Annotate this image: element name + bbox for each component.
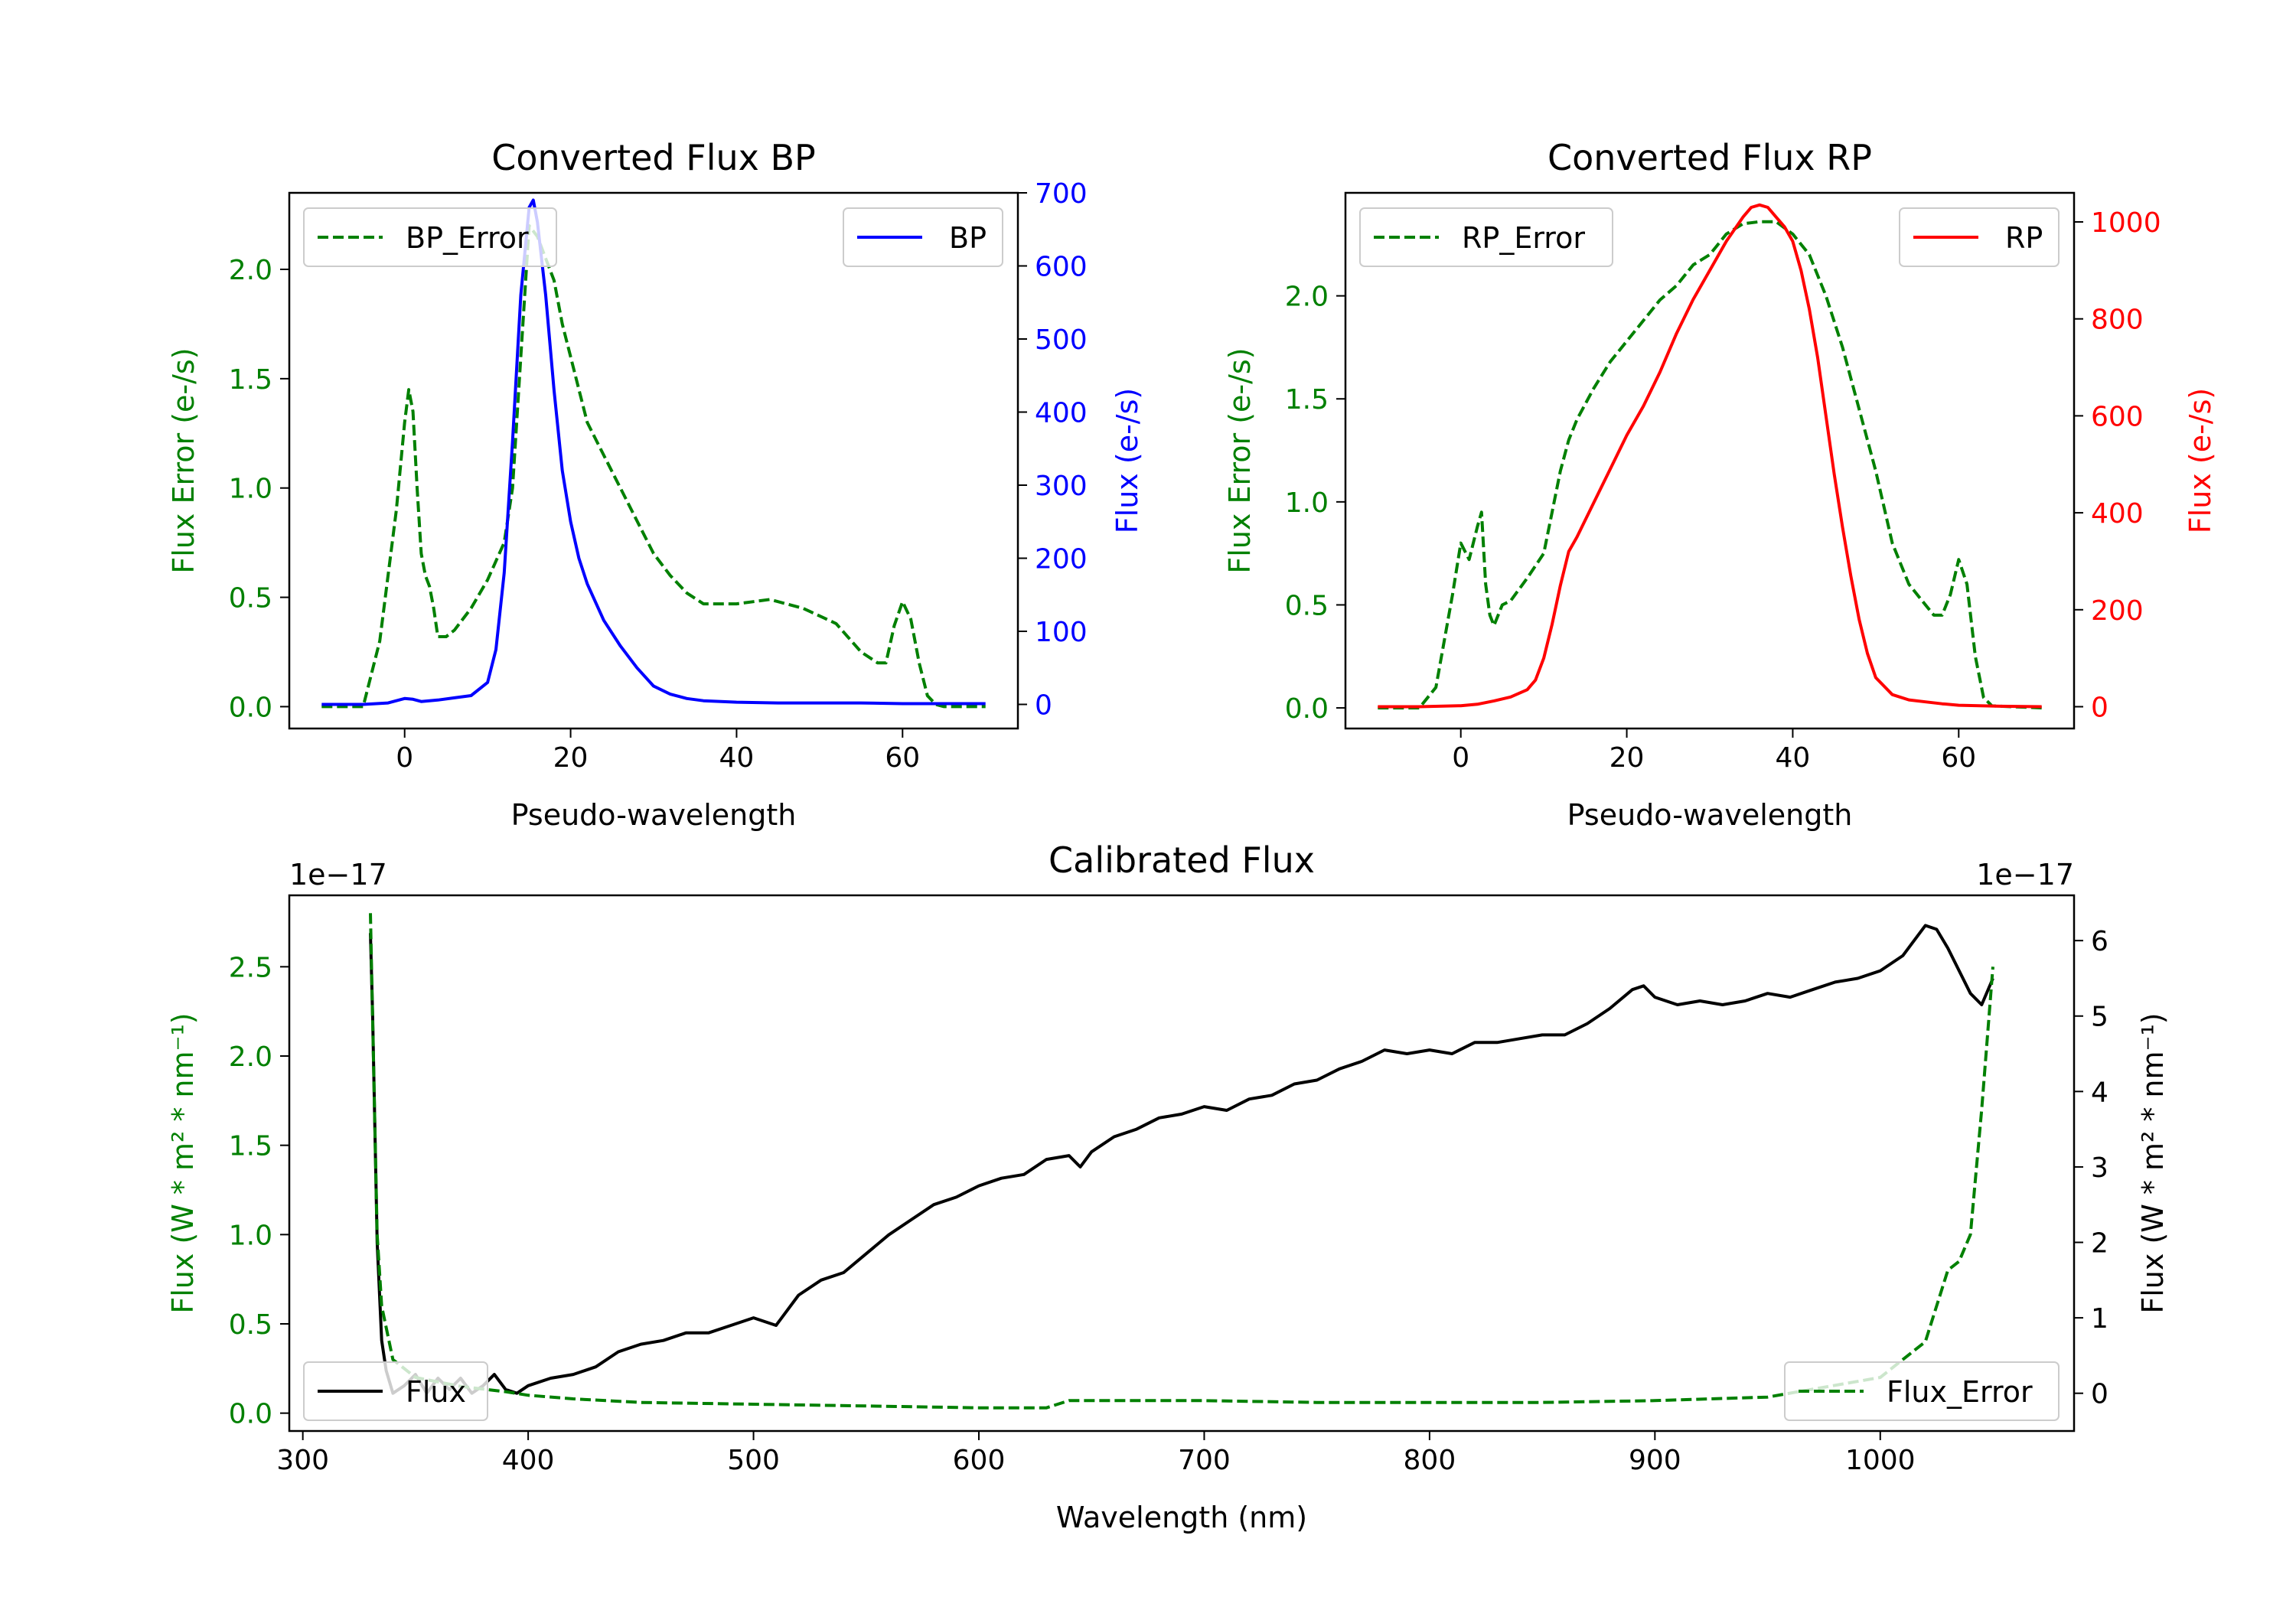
x-tick-label: 800 (1404, 1445, 1456, 1476)
x-tick-label: 700 (1178, 1445, 1231, 1476)
legend-box (1899, 207, 2060, 267)
series-line-rp (1378, 203, 2042, 709)
legend-box (303, 1361, 488, 1421)
offset-label-right: 1e−17 (1976, 858, 2074, 892)
y-axis-label-left: Flux (W * m² * nm⁻¹) (166, 1012, 200, 1313)
x-tick-label: 1000 (1845, 1445, 1916, 1476)
y-left-tick-label: 1.5 (1285, 384, 1329, 416)
x-tick-label: 0 (1452, 742, 1469, 774)
legend-label: RP (2005, 221, 2043, 255)
chart-title: Calibrated Flux (1049, 839, 1315, 881)
panel-converted-flux-rp: Converted Flux RP Pseudo-wavelength Flux… (1223, 137, 2217, 832)
series-line-flux-error (369, 913, 1994, 1410)
y-right-tick-label: 0 (2091, 692, 2108, 723)
x-tick-label: 600 (953, 1445, 1006, 1476)
y-axis-label-left: Flux Error (e-/s) (1223, 347, 1257, 573)
x-tick-label: 500 (727, 1445, 780, 1476)
x-tick-label: 20 (1609, 742, 1645, 774)
legend-label: RP_Error (1462, 221, 1585, 255)
y-right-tick-label: 0 (2091, 1379, 2108, 1410)
x-tick-label: 20 (553, 742, 589, 774)
y-left-tick-label: 1.0 (1285, 487, 1329, 519)
y-left-tick-label: 0.5 (229, 1309, 272, 1341)
legend-right: RP (1899, 207, 2060, 267)
legend-box (303, 207, 557, 267)
y-right-tick-label: 800 (2091, 305, 2144, 336)
y-left-tick-label: 1.0 (229, 474, 272, 505)
y-axis-label-right: Flux (e-/s) (1110, 388, 1144, 533)
x-tick-label: 60 (1941, 742, 1976, 774)
y-right-tick-label: 2 (2091, 1228, 2108, 1260)
y-axis-label-right: Flux (W * m² * nm⁻¹) (2136, 1012, 2170, 1313)
legend-label: Flux (406, 1375, 466, 1409)
legend-box (1784, 1361, 2060, 1421)
y-axis-label-right: Flux (e-/s) (2183, 388, 2217, 533)
y-right-tick-label: 0 (1035, 689, 1052, 721)
y-left-tick-label: 0.0 (1285, 693, 1329, 725)
legend-label: Flux_Error (1887, 1375, 2033, 1409)
y-right-tick-label: 3 (2091, 1152, 2108, 1184)
x-tick-label: 40 (1776, 742, 1811, 774)
y-right-tick-label: 4 (2091, 1077, 2108, 1108)
y-right-tick-label: 600 (1035, 251, 1088, 282)
y-left-tick-label: 1.0 (229, 1220, 272, 1251)
x-axis-label: Pseudo-wavelength (1567, 798, 1853, 832)
y-right-tick-label: 200 (2091, 595, 2144, 627)
series-line-bp-error (321, 223, 986, 709)
y-left-tick-label: 0.5 (1285, 590, 1329, 621)
x-tick-label: 60 (885, 742, 920, 774)
y-right-tick-label: 1000 (2091, 207, 2161, 239)
y-left-tick-label: 2.5 (229, 952, 272, 983)
y-axis-label-left: Flux Error (e-/s) (167, 347, 201, 573)
plot-frame (1344, 191, 2076, 730)
legend-right: BP (843, 207, 1003, 267)
y-left-tick-label: 2.0 (1285, 282, 1329, 313)
y-right-tick-label: 1 (2091, 1303, 2108, 1335)
x-axis-label: Wavelength (nm) (1056, 1501, 1307, 1534)
y-right-tick-label: 600 (2091, 401, 2144, 432)
legend-box (843, 207, 1003, 267)
y-right-tick-label: 500 (1035, 324, 1088, 356)
y-right-tick-label: 200 (1035, 543, 1088, 575)
y-right-tick-label: 700 (1035, 178, 1088, 210)
y-left-tick-label: 1.5 (229, 364, 272, 396)
y-right-tick-label: 400 (1035, 397, 1088, 429)
y-right-tick-label: 6 (2091, 926, 2108, 957)
chart-title: Converted Flux RP (1548, 137, 1872, 178)
y-left-tick-label: 1.5 (229, 1131, 272, 1162)
x-tick-label: 40 (719, 742, 755, 774)
plot-frame (288, 191, 1019, 730)
x-tick-label: 400 (502, 1445, 555, 1476)
y-left-tick-label: 0.0 (229, 1399, 272, 1430)
legend-left: Flux (303, 1361, 488, 1421)
x-tick-label: 900 (1629, 1445, 1681, 1476)
y-left-tick-label: 0.5 (229, 583, 272, 614)
y-right-tick-label: 100 (1035, 617, 1088, 648)
offset-label-left: 1e−17 (289, 858, 387, 892)
y-right-tick-label: 5 (2091, 1002, 2108, 1033)
series-line-flux (369, 924, 1994, 1395)
panel-calibrated-flux: Calibrated Flux Wavelength (nm) Flux (W … (166, 839, 2170, 1534)
y-right-tick-label: 300 (1035, 471, 1088, 502)
legend-label: BP_Error (406, 221, 529, 255)
legend-label: BP (949, 221, 987, 255)
series-line-rp-error (1378, 220, 2042, 710)
x-tick-label: 0 (396, 742, 413, 774)
y-left-tick-label: 0.0 (229, 692, 272, 723)
legend-left: RP_Error (1359, 207, 1613, 267)
y-left-tick-label: 2.0 (229, 255, 272, 286)
legend-right: Flux_Error (1784, 1361, 2060, 1421)
plot-frame (288, 894, 2076, 1433)
x-axis-label: Pseudo-wavelength (511, 798, 797, 832)
legend-left: BP_Error (303, 207, 557, 267)
y-right-tick-label: 400 (2091, 498, 2144, 530)
legend-box (1359, 207, 1613, 267)
chart-title: Converted Flux BP (491, 137, 816, 178)
panel-converted-flux-bp: Converted Flux BP Pseudo-wavelength Flux… (167, 137, 1144, 832)
x-tick-label: 300 (276, 1445, 329, 1476)
y-left-tick-label: 2.0 (229, 1041, 272, 1073)
series-line-bp (321, 198, 986, 706)
